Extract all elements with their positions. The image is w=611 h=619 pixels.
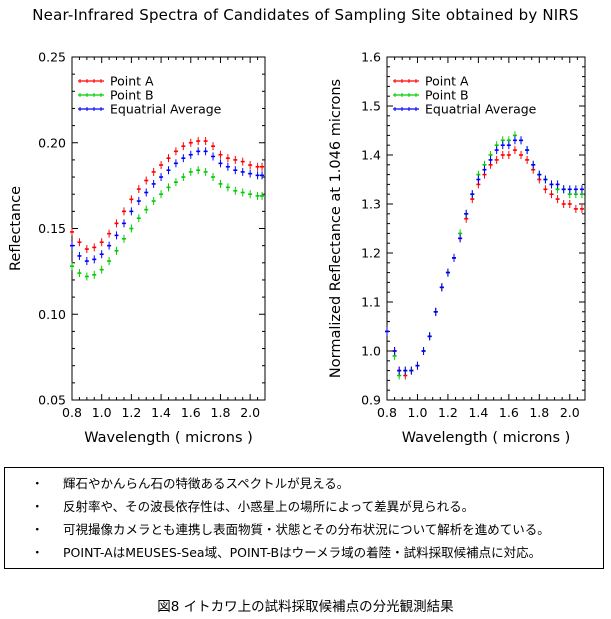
bullet-marker: ・ [31, 476, 44, 491]
y-tick-label: 1.4 [361, 148, 381, 163]
y-axis-label: Normalized Reflectance at 1.046 microns [328, 79, 344, 378]
y-tick-label: 1.6 [361, 50, 381, 65]
y-tick-label: 1.2 [361, 246, 381, 261]
x-axis-label: Wavelength ( microns ) [84, 430, 253, 446]
x-tick-label: 1.6 [181, 405, 201, 420]
note-text: 可視撮像カメラとも連携し表面物質・状態とその分布状況について解析を進めている。 [63, 522, 550, 537]
y-tick-label: 1.5 [361, 99, 381, 114]
series-equatrial-average [70, 147, 265, 266]
series-point-a [70, 137, 265, 254]
legend-entry: Point B [425, 88, 469, 103]
note-text: 輝石やかんらん石の特徴あるスペクトルが見える。 [63, 476, 350, 491]
x-tick-label: 1.4 [468, 405, 488, 420]
y-tick-label: 0.20 [38, 135, 66, 150]
y-tick-label: 1.0 [361, 344, 381, 359]
x-tick-label: 1.8 [211, 405, 231, 420]
y-tick-label: 1.3 [361, 197, 381, 212]
x-tick-label: 2.0 [240, 405, 260, 420]
x-tick-label: 1.2 [438, 405, 458, 420]
right-normalized-chart: 0.8 1.0 1.2 1.4 1.6 1.8 2.0 0.9 1.0 1.1 1.2 1.3 1.4 1… [328, 50, 586, 446]
note-item: ・ 反射率や、その波長依存性は、小惑星上の場所によって差異が見られる。 [5, 495, 603, 518]
legend-entry: Point A [425, 74, 469, 89]
x-tick-label: 1.6 [499, 405, 519, 420]
note-item: ・ 輝石やかんらん石の特徴あるスペクトルが見える。 [5, 472, 603, 495]
main-title: Near-Infrared Spectra of Candidates of S… [32, 6, 579, 24]
bullet-marker: ・ [31, 545, 44, 560]
y-axis-label: Reflectance [8, 186, 24, 271]
series-equatrial-average [385, 136, 584, 375]
notes-box: ・ 輝石やかんらん石の特徴あるスペクトルが見える。 ・ 反射率や、その波長依存性… [4, 467, 604, 569]
legend-entry: Equatrial Average [110, 102, 222, 117]
y-tick-label: 0.05 [38, 393, 66, 408]
x-axis-label: Wavelength ( microns ) [402, 430, 571, 446]
note-item: ・ 可視撮像カメラとも連携し表面物質・状態とその分布状況について解析を進めている… [5, 518, 603, 541]
x-tick-label: 2.0 [560, 405, 580, 420]
y-tick-label: 0.25 [38, 50, 66, 65]
note-text: POINT-AはMEUSES-Sea域、POINT-Bはウーメラ域の着陸・試料採… [63, 545, 542, 560]
x-tick-label: 1.0 [408, 405, 428, 420]
x-tick-label: 0.8 [62, 405, 82, 420]
left-reflectance-chart: 0.8 1.0 1.2 1.4 1.6 1.8 2.0 0.05 0.10 0.15 0.20 0.2… [8, 50, 266, 446]
y-tick-label: 0.10 [38, 307, 66, 322]
legend-entry: Point A [110, 74, 154, 89]
note-text: 反射率や、その波長依存性は、小惑星上の場所によって差異が見られる。 [63, 499, 475, 514]
legend-entry: Equatrial Average [425, 102, 537, 117]
x-tick-label: 1.2 [121, 405, 141, 420]
y-tick-label: 1.1 [361, 295, 381, 310]
bullet-marker: ・ [31, 522, 44, 537]
bullet-marker: ・ [31, 499, 44, 514]
y-tick-label: 0.15 [38, 221, 66, 236]
figure-caption: 図8 イトカワ上の試料採取候補点の分光観測結果 [157, 599, 454, 615]
y-tick-label: 0.9 [361, 393, 381, 408]
x-tick-label: 0.8 [377, 405, 397, 420]
note-item: ・ POINT-AはMEUSES-Sea域、POINT-Bはウーメラ域の着陸・試… [5, 541, 603, 564]
x-tick-label: 1.4 [151, 405, 171, 420]
legend-entry: Point B [110, 88, 154, 103]
x-tick-label: 1.0 [92, 405, 112, 420]
x-tick-label: 1.8 [529, 405, 549, 420]
series-point-b [70, 166, 265, 281]
series-point-a [385, 146, 584, 380]
